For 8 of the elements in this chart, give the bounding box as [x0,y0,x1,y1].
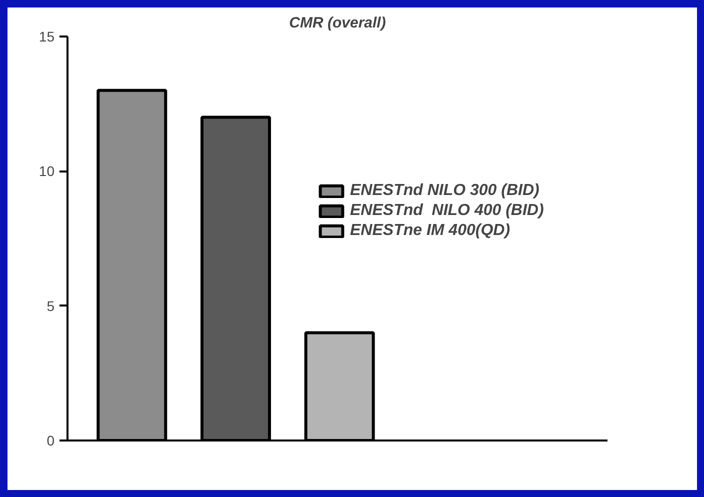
chart-title: CMR (overall) [289,14,386,32]
legend-label: ENESTnd NILO 400 (BID) [350,202,544,220]
y-tick-label: 10 [38,163,55,180]
legend-label: ENESTne IM 400(QD) [350,222,510,240]
y-tick-label: 5 [46,298,55,314]
y-tick-label: 0 [46,432,55,448]
legend-label: ENESTnd NILO 300 (BID) [350,182,540,200]
y-tick-label: 15 [38,28,55,44]
